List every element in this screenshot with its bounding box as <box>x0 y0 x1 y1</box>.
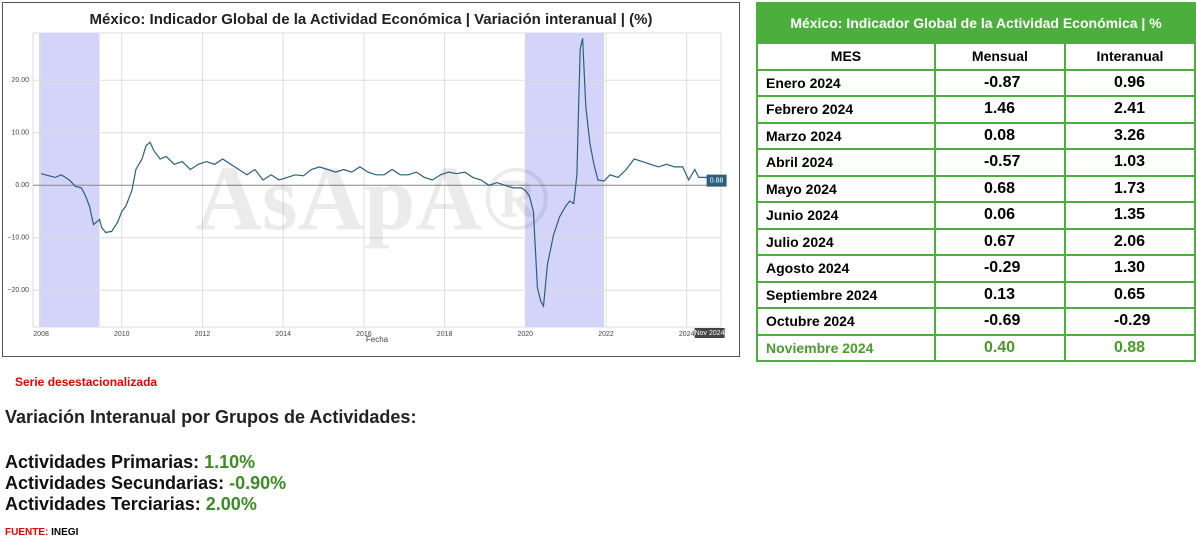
table-title-row: México: Indicador Global de la Actividad… <box>756 2 1196 44</box>
x-tick-label: 2022 <box>598 331 614 338</box>
group-label: Actividades Secundarias: <box>5 473 225 493</box>
series-note: Serie desestacionalizada <box>15 375 158 389</box>
table-cell: Octubre 2024 <box>756 307 936 336</box>
watermark: AsApA® <box>195 147 550 249</box>
source-value: INEGI <box>51 527 79 538</box>
groups-title: Variación Interanual por Grupos de Activ… <box>5 407 417 427</box>
table-cell: 3.26 <box>1063 121 1196 150</box>
data-table: México: Indicador Global de la Actividad… <box>756 2 1196 362</box>
x-axis-label: Fecha <box>366 335 389 344</box>
table-row: Noviembre 2024 0.40 0.88 <box>756 333 1196 362</box>
table-cell: 1.30 <box>1063 254 1196 283</box>
table-row: Mayo 2024 0.68 1.73 <box>756 174 1196 203</box>
table-row: Julio 2024 0.67 2.06 <box>756 227 1196 256</box>
x-tick-label: 2024 <box>679 331 695 338</box>
table-cell: 0.08 <box>933 121 1066 150</box>
table-cell: 0.96 <box>1063 68 1196 97</box>
group-value: 2.00% <box>205 494 257 514</box>
table-cell: 0.88 <box>1063 333 1196 362</box>
table-row: Junio 2024 0.06 1.35 <box>756 201 1196 230</box>
chart-box: México: Indicador Global de la Actividad… <box>2 2 740 357</box>
group-line: Actividades Primarias: 1.10% <box>5 452 286 473</box>
table-cell: 0.68 <box>933 174 1066 203</box>
group-line: Actividades Terciarias: 2.00% <box>5 494 286 515</box>
chart: México: Indicador Global de la Actividad… <box>7 11 727 344</box>
table-cell: 0.13 <box>933 280 1066 309</box>
group-value: 1.10% <box>204 452 256 472</box>
table-cell: 1.73 <box>1063 174 1196 203</box>
table-cell: 1.46 <box>933 95 1066 124</box>
x-tick-label: 2010 <box>114 331 130 338</box>
table-cell: 2.41 <box>1063 95 1196 124</box>
table-cell: Febrero 2024 <box>756 95 936 124</box>
table-cell: -0.29 <box>1063 307 1196 336</box>
table-cell: 2.06 <box>1063 227 1196 256</box>
table-cell: Noviembre 2024 <box>756 333 936 362</box>
table-row: Enero 2024 -0.87 0.96 <box>756 68 1196 97</box>
table-cell: 0.40 <box>933 333 1066 362</box>
table-cell: Julio 2024 <box>756 227 936 256</box>
x-tick-label: 2016 <box>356 331 372 338</box>
table-cell: Agosto 2024 <box>756 254 936 283</box>
table-cell: 1.03 <box>1063 148 1196 177</box>
x-tick-label: 2014 <box>275 331 291 338</box>
table-header: MES <box>756 42 936 71</box>
table-title: México: Indicador Global de la Actividad… <box>756 2 1196 44</box>
y-tick-label: −20.00 <box>7 287 29 294</box>
table-row: Marzo 2024 0.08 3.26 <box>756 121 1196 150</box>
table-cell: 1.35 <box>1063 201 1196 230</box>
groups-list: Actividades Primarias: 1.10% Actividades … <box>5 452 286 515</box>
table-header: Mensual <box>933 42 1066 71</box>
table-cell: -0.29 <box>933 254 1066 283</box>
table-row: Febrero 2024 1.46 2.41 <box>756 95 1196 124</box>
table-cell: 0.06 <box>933 201 1066 230</box>
end-label-box <box>706 174 727 187</box>
table-row: Abril 2024 -0.57 1.03 <box>756 148 1196 177</box>
chart-title: México: Indicador Global de la Actividad… <box>90 11 653 28</box>
hover-label: Nov 2024 <box>695 330 725 337</box>
source: FUENTE: INEGI <box>5 527 78 538</box>
y-tick-label: −10.00 <box>7 235 29 242</box>
table-cell: Mayo 2024 <box>756 174 936 203</box>
table-cell: 0.65 <box>1063 280 1196 309</box>
table-cell: Septiembre 2024 <box>756 280 936 309</box>
group-label: Actividades Terciarias: <box>5 494 201 514</box>
table-cell: Enero 2024 <box>756 68 936 97</box>
table-row: Agosto 2024 -0.29 1.30 <box>756 254 1196 283</box>
y-tick-label: 0.00 <box>15 182 29 189</box>
hover-label-box <box>694 328 725 338</box>
group-label: Actividades Primarias: <box>5 452 200 472</box>
table-cell: -0.87 <box>933 68 1066 97</box>
table-cell: Marzo 2024 <box>756 121 936 150</box>
series-line <box>40 38 721 308</box>
table-cell: -0.57 <box>933 148 1066 177</box>
x-tick-label: 2012 <box>195 331 211 338</box>
shaded-range <box>525 33 604 327</box>
table-row: Septiembre 2024 0.13 0.65 <box>756 280 1196 309</box>
table-row: Octubre 2024 -0.69 -0.29 <box>756 307 1196 336</box>
table-cell: -0.69 <box>933 307 1066 336</box>
x-tick-label: 2020 <box>518 331 534 338</box>
table-cell: Junio 2024 <box>756 201 936 230</box>
table-cell: Abril 2024 <box>756 148 936 177</box>
group-line: Actividades Secundarias: -0.90% <box>5 473 286 494</box>
group-value: -0.90% <box>229 473 287 493</box>
table-header-row: MES Mensual Interanual <box>756 42 1196 71</box>
source-label: FUENTE: <box>5 527 49 538</box>
y-tick-label: 20.00 <box>11 77 29 84</box>
table-cell: 0.67 <box>933 227 1066 256</box>
x-tick-label: 2018 <box>437 331 453 338</box>
table-header: Interanual <box>1063 42 1196 71</box>
y-tick-label: 10.00 <box>11 130 29 137</box>
end-label: 0.88 <box>710 177 724 184</box>
x-tick-label: 2008 <box>33 331 49 338</box>
